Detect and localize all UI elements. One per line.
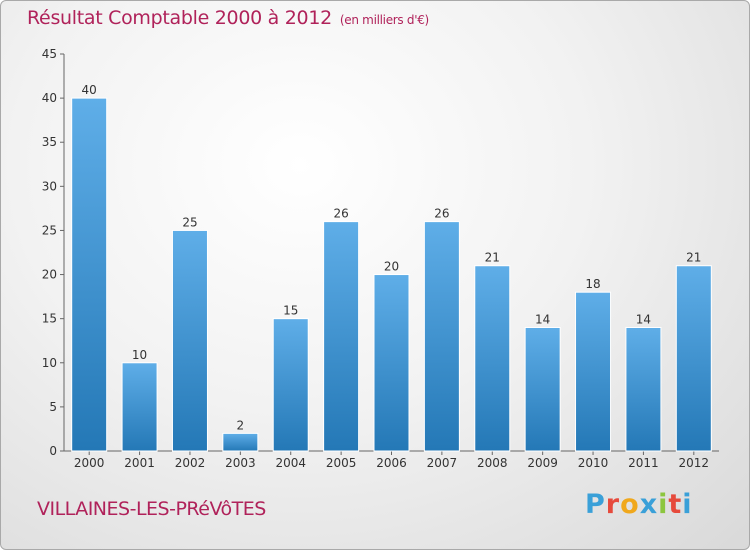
x-tick-label: 2007 (427, 456, 458, 470)
x-tick-label: 2011 (628, 456, 659, 470)
y-tick-label: 0 (49, 444, 57, 458)
bars-group: 40 10 25 2 15 26 20 26 21 14 18 14 21 (71, 83, 712, 452)
x-tick-label: 2006 (376, 456, 407, 470)
bar-value-label: 14 (636, 312, 651, 326)
y-tick-label: 5 (49, 400, 57, 414)
x-tick-label: 2008 (477, 456, 508, 470)
x-axis: 2000 2001 2002 2003 2004 2005 2006 2007 2008 2009… (64, 450, 719, 470)
bar-value-label: 21 (485, 251, 500, 265)
bar-value-label: 15 (283, 304, 298, 318)
bar (373, 274, 410, 452)
bar-value-label: 26 (333, 207, 348, 221)
bar (675, 265, 712, 452)
logo-letter: i (658, 489, 669, 520)
bar (575, 291, 612, 452)
bar-value-label: 14 (535, 312, 550, 326)
y-tick-label: 45 (42, 47, 57, 61)
x-tick-label: 2004 (275, 456, 306, 470)
y-tick-label: 25 (42, 223, 57, 237)
bar (423, 221, 460, 452)
bar (171, 229, 208, 452)
x-tick-label: 2005 (326, 456, 357, 470)
bar (272, 318, 309, 452)
bar (524, 326, 561, 452)
y-axis: 0 5 10 15 20 25 30 35 40 45 (42, 47, 65, 458)
y-tick-label: 20 (42, 268, 57, 282)
y-tick-label: 15 (42, 312, 57, 326)
logo-letter: i (682, 489, 693, 520)
bar (121, 362, 158, 452)
y-tick-label: 30 (42, 179, 57, 193)
x-tick-label: 2001 (124, 456, 155, 470)
bar-value-label: 20 (384, 260, 399, 274)
city-name: VILLAINES-LES-PRéVôTES (37, 498, 266, 520)
x-tick-label: 2002 (175, 456, 206, 470)
bar-value-label: 40 (82, 83, 97, 97)
bar-value-label: 10 (132, 348, 147, 362)
logo-letter: r (605, 489, 621, 520)
chart-subtitle: (en milliers d'€) (339, 13, 429, 27)
bar-value-label: 26 (434, 207, 449, 221)
bar (474, 265, 511, 452)
bar (625, 326, 662, 452)
logo-letter: x (639, 489, 659, 520)
bar-value-label: 21 (686, 251, 701, 265)
x-tick-label: 2000 (74, 456, 105, 470)
bar (71, 97, 108, 452)
bar-value-label: 2 (237, 418, 245, 432)
logo-letter: t (668, 489, 683, 520)
logo-letter: P (585, 489, 606, 520)
logo-letter: o (620, 489, 640, 520)
y-tick-label: 35 (42, 135, 57, 149)
bar (323, 221, 360, 452)
x-tick-label: 2010 (578, 456, 609, 470)
y-tick-label: 10 (42, 356, 57, 370)
bar-value-label: 25 (182, 215, 197, 229)
proxiti-logo: Proxiti (585, 489, 693, 520)
bar-value-label: 18 (585, 277, 600, 291)
x-tick-label: 2009 (527, 456, 558, 470)
x-tick-label: 2003 (225, 456, 256, 470)
x-tick-label: 2012 (679, 456, 710, 470)
bar (222, 432, 259, 452)
chart-title-block: Résultat Comptable 2000 à 2012 (en millie… (27, 7, 429, 29)
y-tick-label: 40 (42, 91, 57, 105)
chart-title: Résultat Comptable 2000 à 2012 (27, 7, 332, 29)
